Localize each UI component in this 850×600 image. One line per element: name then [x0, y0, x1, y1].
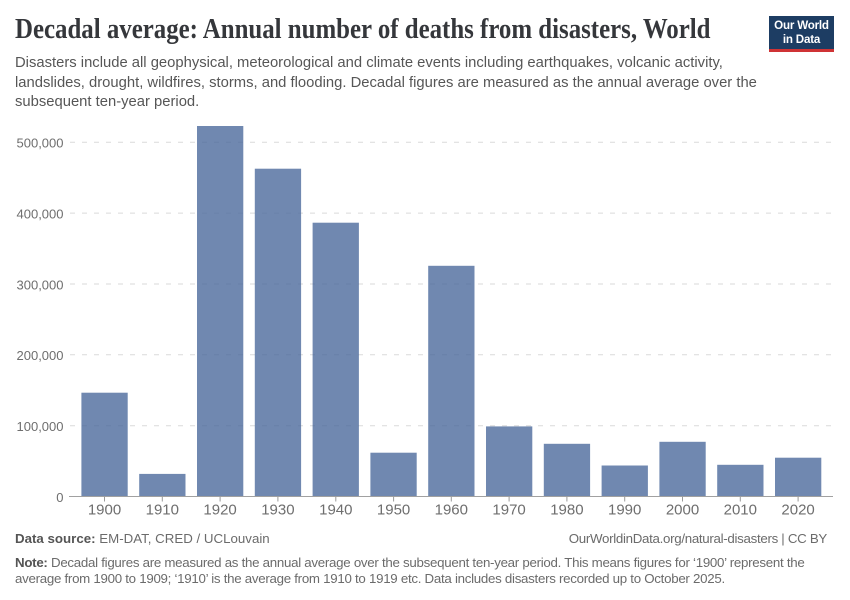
svg-text:2010: 2010: [724, 502, 757, 519]
svg-text:1950: 1950: [377, 502, 410, 519]
svg-text:1960: 1960: [435, 502, 468, 519]
svg-text:1970: 1970: [492, 502, 525, 519]
svg-text:400,000: 400,000: [17, 206, 64, 221]
svg-text:1990: 1990: [608, 502, 641, 519]
svg-text:1900: 1900: [88, 502, 121, 519]
svg-text:2000: 2000: [666, 502, 699, 519]
svg-text:300,000: 300,000: [17, 277, 64, 292]
svg-text:200,000: 200,000: [17, 348, 64, 363]
svg-text:1910: 1910: [146, 502, 179, 519]
svg-text:1980: 1980: [550, 502, 583, 519]
svg-text:2020: 2020: [781, 502, 814, 519]
svg-text:1920: 1920: [203, 502, 236, 519]
svg-text:1930: 1930: [261, 502, 294, 519]
svg-text:500,000: 500,000: [17, 136, 64, 151]
svg-text:0: 0: [56, 490, 63, 505]
svg-text:1940: 1940: [319, 502, 352, 519]
svg-text:100,000: 100,000: [17, 419, 64, 434]
